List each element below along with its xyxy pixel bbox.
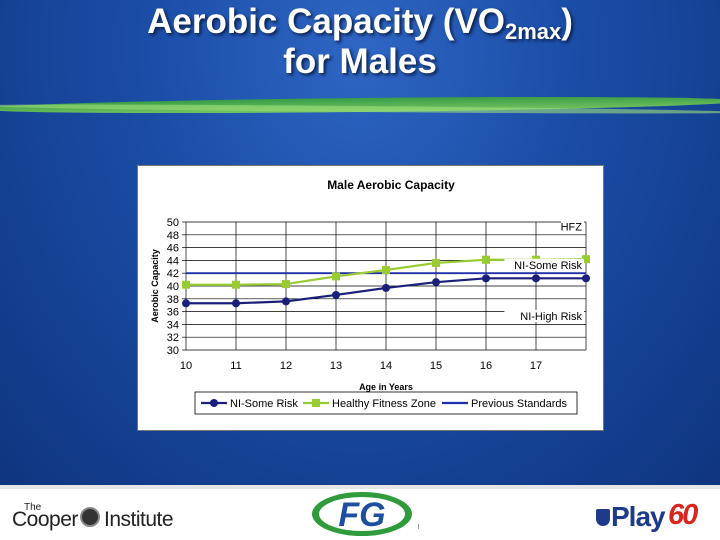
zone-label-bg (504, 258, 584, 271)
title-part1: Aerobic Capacity (VO (147, 2, 505, 41)
legend-marker-circle (210, 399, 218, 407)
data-point-nisomerisk (532, 274, 540, 283)
legend-box (194, 391, 578, 415)
chart-container: Male Aerobic Capacity 30 32 34 36 38 40 42 44 46 4… (137, 165, 604, 431)
data-point-hfz (382, 266, 390, 274)
y-tick-label: 32 (167, 332, 179, 344)
data-point-nisomerisk (232, 299, 240, 308)
fg-logo-text: FG (338, 496, 385, 534)
title-line2: for Males (283, 42, 437, 81)
zone-label-bg (504, 310, 584, 322)
zone-label-bg (561, 220, 584, 233)
x-tick-label: 12 (280, 360, 292, 372)
data-point-nisomerisk (332, 290, 340, 299)
y-tick-label: 50 (167, 217, 179, 229)
x-tick-label: 16 (480, 360, 492, 372)
x-tick-label: 13 (330, 360, 342, 372)
y-tick-label: 42 (167, 268, 179, 280)
x-axis-label: Age in Years (359, 382, 413, 392)
nfl-shield-icon (596, 509, 610, 526)
chart-title: Male Aerobic Capacity (327, 178, 455, 192)
slide-background: Aerobic Capacity (VO2max) for Males Male… (0, 0, 720, 485)
y-axis-label: Aerobic Capacity (150, 249, 160, 323)
zone-label-1: NI-Some Risk (514, 260, 582, 272)
x-tick-label: 11 (230, 360, 241, 372)
footer-tick-mark (418, 524, 419, 529)
zone-label-0: HFZ (561, 221, 583, 233)
cooper-seal-icon (80, 507, 100, 527)
data-point-hfz (332, 272, 340, 281)
y-tick-label: 46 (167, 243, 179, 255)
cooper-the-text: The (24, 502, 42, 513)
line-chart: Male Aerobic Capacity 3032343638404244464… (150, 178, 590, 415)
play60-word: Play (611, 501, 666, 532)
y-tick-label: 48 (167, 230, 179, 242)
data-point-hfz (582, 255, 590, 264)
legend-label-2: Previous Standards (471, 398, 567, 410)
data-point-hfz (282, 280, 290, 289)
title-subscript: 2max (504, 19, 562, 44)
fitnessgram-logo: FG (312, 492, 412, 536)
y-tick-label: 44 (167, 255, 179, 267)
data-point-nisomerisk (432, 278, 440, 287)
x-tick-label: 14 (380, 360, 392, 372)
data-point-nisomerisk (182, 299, 190, 308)
cooper-word2: Institute (104, 508, 174, 531)
title-part2: ) (561, 2, 573, 41)
legend-marker-square (312, 399, 320, 407)
fg-logo-inner (319, 497, 405, 531)
y-tick-label: 38 (167, 294, 179, 306)
cooper-word1: Cooper (12, 508, 78, 531)
data-point-hfz (232, 280, 240, 289)
data-point-hfz (482, 255, 490, 264)
y-tick-label: 30 (167, 345, 179, 357)
zone-label-2: NI-High Risk (520, 311, 582, 323)
y-tick-label: 36 (167, 307, 179, 319)
footer-divider (0, 485, 720, 489)
x-tick-label: 17 (530, 360, 542, 372)
x-tick-label: 10 (180, 360, 192, 372)
y-tick-label: 34 (167, 319, 179, 331)
data-point-nisomerisk (482, 274, 490, 283)
play60-number: 60 (668, 499, 698, 531)
data-point-nisomerisk (582, 274, 590, 283)
data-point-hfz (432, 258, 440, 267)
legend-label-0: NI-Some Risk (230, 398, 298, 410)
slide-title: Aerobic Capacity (VO2max) for Males (0, 2, 720, 82)
y-tick-label: 40 (167, 281, 179, 293)
x-tick-label: 15 (430, 360, 442, 372)
data-point-hfz (182, 280, 190, 289)
data-point-nisomerisk (282, 297, 290, 306)
legend-label-1: Healthy Fitness Zone (332, 398, 436, 410)
data-point-nisomerisk (382, 283, 390, 292)
